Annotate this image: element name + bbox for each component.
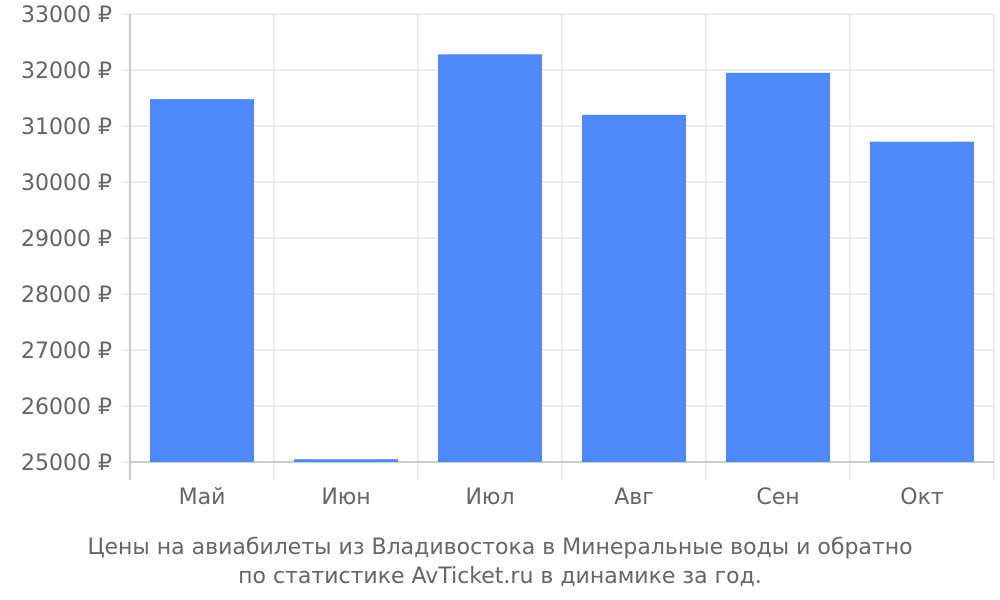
chart-caption-line-1: Цены на авиабилеты из Владивостока в Мин… — [87, 535, 913, 560]
x-tick-label: Июн — [321, 485, 370, 510]
x-tick-label: Май — [179, 485, 226, 510]
bar-chart: 25000 ₽ 26000 ₽ 27000 ₽ 28000 ₽ 29000 ₽ 30000… — [21, 3, 995, 510]
x-tick-label: Июл — [465, 485, 514, 510]
x-tick-label: Окт — [900, 485, 944, 510]
y-tick-label: 30000 ₽ — [21, 171, 112, 196]
x-tick-label: Авг — [614, 485, 654, 510]
y-tick-label: 33000 ₽ — [21, 3, 112, 28]
bar-5 — [726, 72, 830, 463]
bar-1 — [150, 99, 254, 463]
x-tick-label: Сен — [756, 485, 799, 510]
chart-caption-line-2: по статистике AvTicket.ru в динамике за … — [238, 564, 762, 589]
y-tick-label: 26000 ₽ — [21, 395, 112, 420]
y-tick-label: 27000 ₽ — [21, 339, 112, 364]
bar-2 — [294, 459, 398, 462]
bar-6 — [870, 141, 974, 462]
y-tick-label: 31000 ₽ — [21, 115, 112, 140]
y-tick-label: 28000 ₽ — [21, 283, 112, 308]
y-tick-label: 32000 ₽ — [21, 59, 112, 84]
bar-4 — [582, 114, 686, 463]
y-tick-label: 29000 ₽ — [21, 227, 112, 252]
y-tick-label: 25000 ₽ — [21, 451, 112, 476]
bar-3 — [438, 54, 542, 462]
